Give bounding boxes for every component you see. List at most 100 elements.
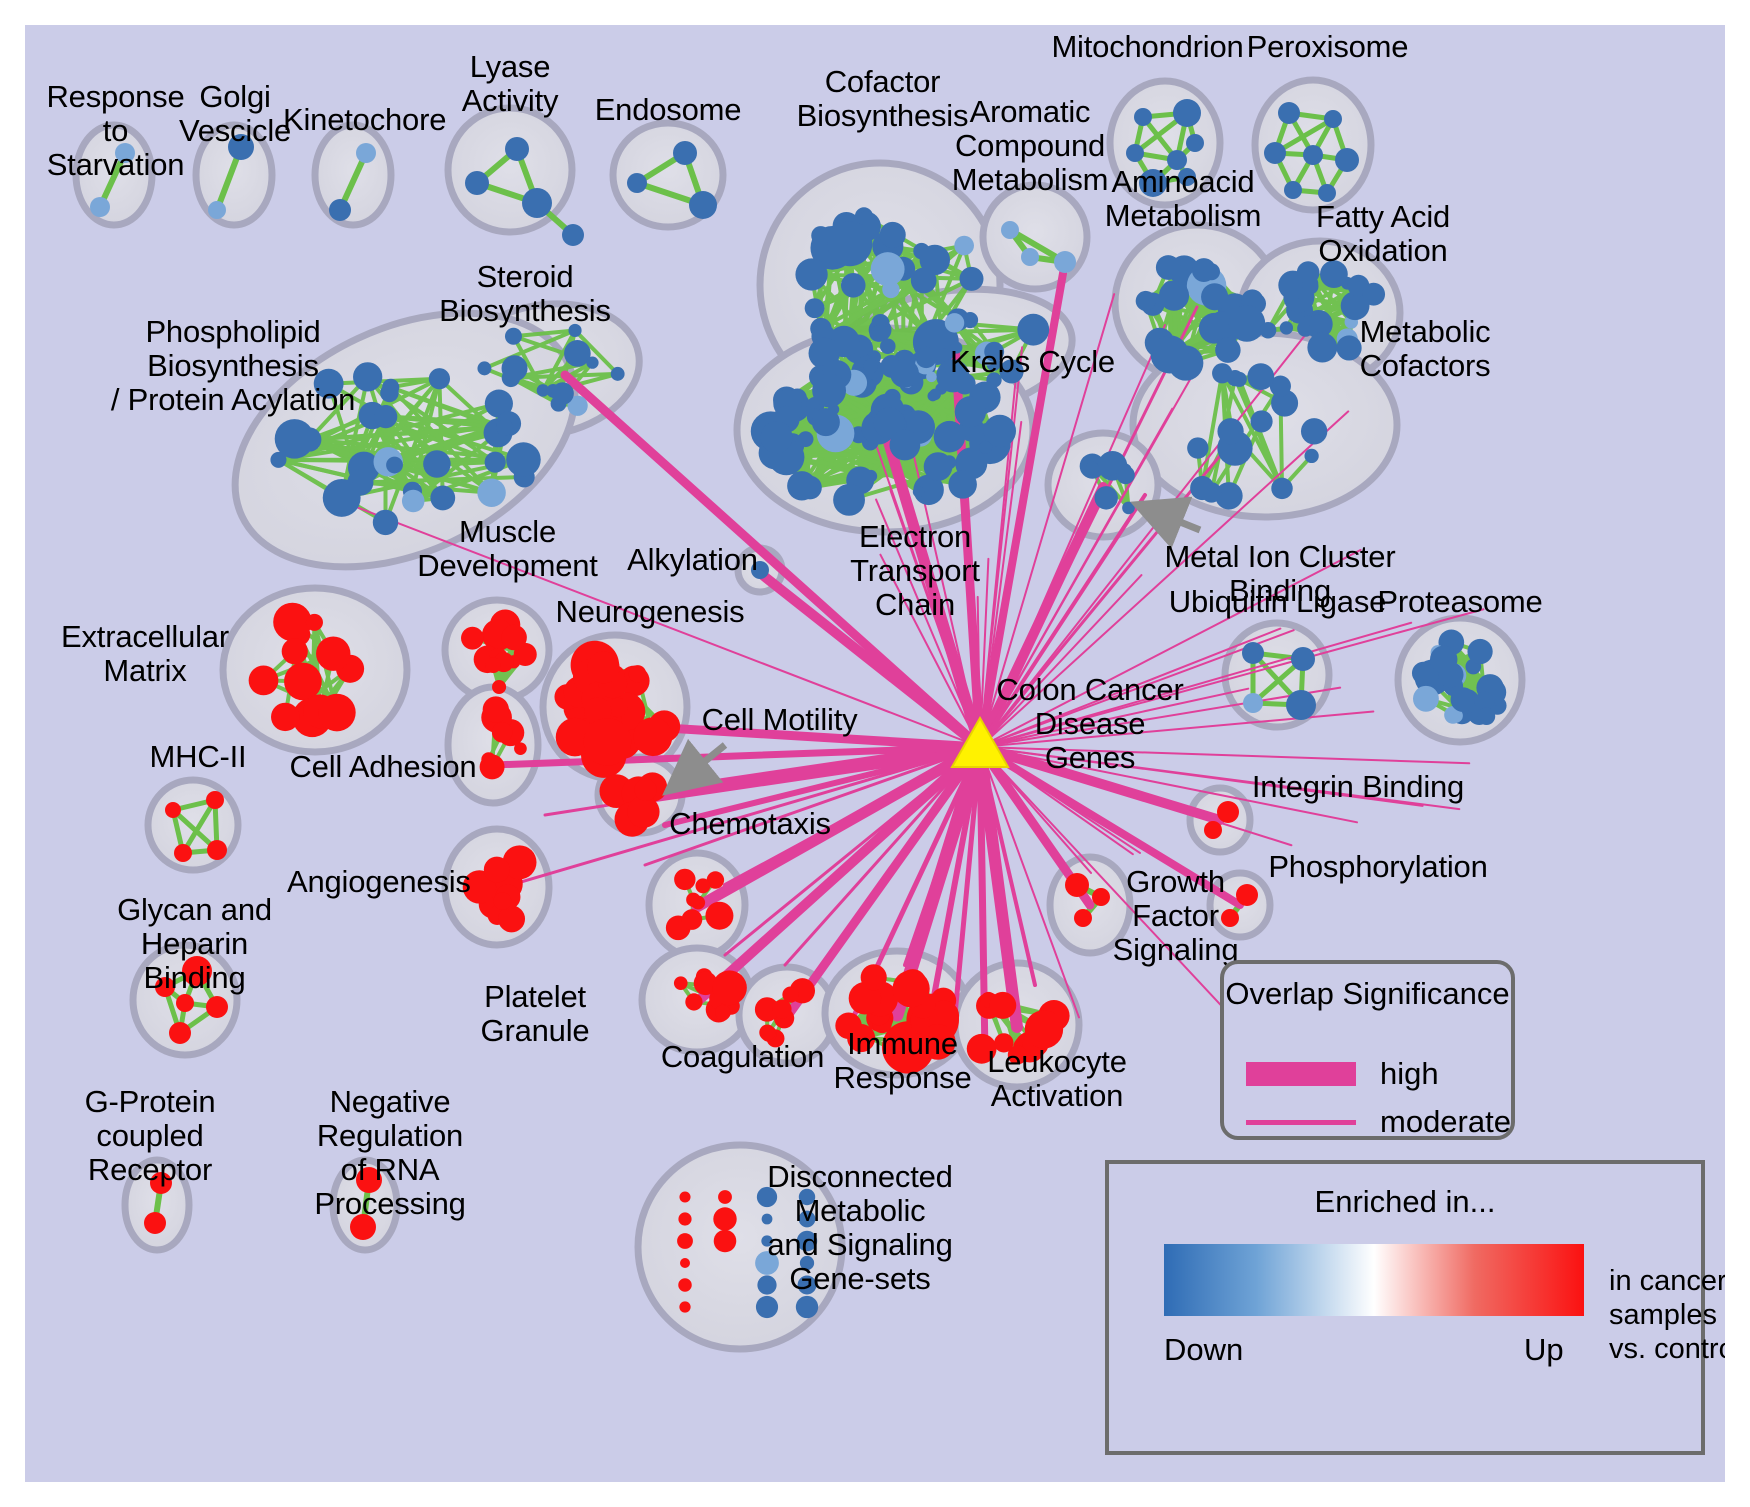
gene-set-node[interactable] xyxy=(879,221,906,248)
gene-set-node[interactable] xyxy=(1411,661,1435,685)
gene-set-node[interactable] xyxy=(693,971,718,996)
gene-set-node[interactable] xyxy=(1300,418,1328,445)
gene-set-node[interactable] xyxy=(782,986,799,1003)
gene-set-node[interactable] xyxy=(1335,148,1359,172)
gene-set-node[interactable] xyxy=(627,173,647,193)
gene-set-node[interactable] xyxy=(705,901,734,930)
gene-set-node[interactable] xyxy=(954,372,976,395)
gene-set-node[interactable] xyxy=(207,840,227,860)
gene-set-node[interactable] xyxy=(863,358,878,374)
gene-set-node[interactable] xyxy=(954,396,987,428)
gene-set-node[interactable] xyxy=(144,1212,166,1234)
gene-set-node[interactable] xyxy=(835,1012,862,1039)
gene-set-node[interactable] xyxy=(1207,311,1237,340)
gene-set-node[interactable] xyxy=(686,892,701,907)
gene-set-node[interactable] xyxy=(1092,888,1110,906)
gene-set-node[interactable] xyxy=(273,602,312,642)
gene-set-node[interactable] xyxy=(1065,873,1089,897)
gene-set-node[interactable] xyxy=(1155,255,1181,280)
gene-set-node[interactable] xyxy=(989,991,1017,1019)
gene-set-node[interactable] xyxy=(1074,909,1092,927)
gene-set-node[interactable] xyxy=(501,624,527,651)
gene-set-node[interactable] xyxy=(695,878,711,894)
gene-set-node[interactable] xyxy=(889,429,921,461)
gene-set-node[interactable] xyxy=(284,662,322,701)
gene-set-node[interactable] xyxy=(491,722,513,743)
gene-set-node[interactable] xyxy=(329,199,351,221)
gene-set-node[interactable] xyxy=(795,1295,819,1319)
gene-set-node[interactable] xyxy=(1296,261,1320,284)
gene-set-node[interactable] xyxy=(1303,145,1323,165)
gene-set-node[interactable] xyxy=(715,1004,731,1021)
gene-set-node[interactable] xyxy=(150,1172,172,1194)
gene-set-node[interactable] xyxy=(1007,1045,1027,1065)
gene-set-node[interactable] xyxy=(804,298,825,319)
gene-set-node[interactable] xyxy=(634,778,657,802)
gene-set-node[interactable] xyxy=(1217,418,1244,445)
gene-set-node[interactable] xyxy=(681,909,703,930)
gene-set-node[interactable] xyxy=(1001,221,1019,239)
gene-set-node[interactable] xyxy=(1429,645,1458,674)
gene-set-node[interactable] xyxy=(90,197,110,217)
gene-set-node[interactable] xyxy=(913,474,944,506)
gene-set-node[interactable] xyxy=(583,697,612,725)
gene-set-node[interactable] xyxy=(926,371,937,383)
gene-set-node[interactable] xyxy=(482,696,509,723)
gene-set-node[interactable] xyxy=(978,440,993,455)
gene-set-node[interactable] xyxy=(673,976,688,990)
gene-set-node[interactable] xyxy=(1309,314,1328,333)
gene-set-node[interactable] xyxy=(271,702,300,732)
gene-set-node[interactable] xyxy=(484,389,513,418)
gene-set-node[interactable] xyxy=(353,362,383,392)
gene-set-node[interactable] xyxy=(484,451,506,473)
gene-set-node[interactable] xyxy=(522,188,552,218)
gene-set-node[interactable] xyxy=(1247,363,1275,391)
gene-set-node[interactable] xyxy=(583,718,632,766)
gene-set-node[interactable] xyxy=(754,997,780,1022)
gene-set-node[interactable] xyxy=(796,1230,818,1252)
gene-set-node[interactable] xyxy=(536,384,550,397)
gene-set-node[interactable] xyxy=(1236,884,1258,906)
gene-set-node[interactable] xyxy=(929,388,941,401)
gene-set-node[interactable] xyxy=(1467,638,1493,665)
gene-set-node[interactable] xyxy=(966,1033,997,1064)
gene-set-node[interactable] xyxy=(679,1301,691,1313)
gene-set-node[interactable] xyxy=(944,313,965,333)
gene-set-node[interactable] xyxy=(1448,708,1463,723)
gene-set-node[interactable] xyxy=(506,442,541,477)
gene-set-node[interactable] xyxy=(713,1207,737,1231)
gene-set-node[interactable] xyxy=(1190,475,1215,501)
gene-set-node[interactable] xyxy=(115,143,135,163)
gene-set-node[interactable] xyxy=(910,267,937,294)
gene-set-node[interactable] xyxy=(155,977,175,997)
gene-set-node[interactable] xyxy=(984,341,1005,362)
gene-set-node[interactable] xyxy=(772,999,792,1019)
gene-set-node[interactable] xyxy=(680,1258,690,1268)
gene-set-node[interactable] xyxy=(502,845,537,880)
gene-set-node[interactable] xyxy=(1116,465,1135,485)
gene-set-node[interactable] xyxy=(1264,142,1286,164)
gene-set-node[interactable] xyxy=(860,964,887,991)
gene-set-node[interactable] xyxy=(567,395,588,416)
gene-set-node[interactable] xyxy=(923,452,953,481)
gene-set-node[interactable] xyxy=(797,1275,817,1295)
gene-set-node[interactable] xyxy=(919,244,951,276)
gene-set-node[interactable] xyxy=(1021,248,1039,266)
gene-set-node[interactable] xyxy=(1178,168,1196,186)
gene-set-node[interactable] xyxy=(1173,99,1201,127)
gene-set-node[interactable] xyxy=(608,697,628,718)
gene-set-node[interactable] xyxy=(1304,448,1319,464)
gene-set-node[interactable] xyxy=(1279,321,1294,335)
gene-set-node[interactable] xyxy=(1126,144,1144,162)
gene-set-node[interactable] xyxy=(884,1027,910,1053)
gene-set-node[interactable] xyxy=(1204,821,1222,839)
gene-set-node[interactable] xyxy=(948,470,977,499)
gene-set-node[interactable] xyxy=(706,871,725,889)
colon-cancer-hub-triangle[interactable] xyxy=(950,715,1010,768)
gene-set-node[interactable] xyxy=(1215,482,1243,510)
gene-set-node[interactable] xyxy=(1228,305,1266,342)
gene-set-node[interactable] xyxy=(870,252,905,287)
gene-set-node[interactable] xyxy=(374,405,398,429)
gene-set-node[interactable] xyxy=(713,1229,737,1253)
gene-set-node[interactable] xyxy=(627,795,660,828)
